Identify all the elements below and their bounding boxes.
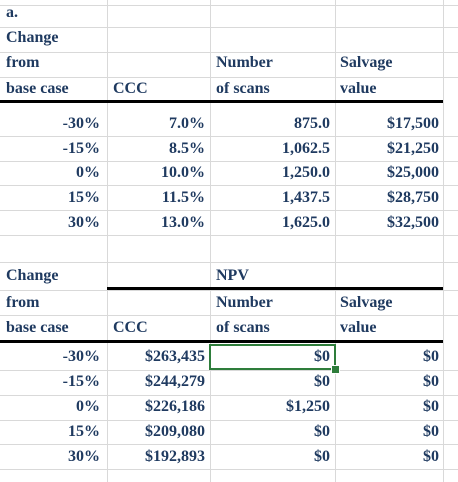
table-cell[interactable]: $0 — [423, 348, 439, 365]
table-cell[interactable]: 15% — [68, 189, 100, 206]
table-cell[interactable]: $263,435 — [145, 348, 205, 365]
row-divider — [0, 370, 458, 371]
table-cell[interactable]: 15% — [68, 423, 100, 440]
row-divider — [0, 185, 458, 186]
table-cell[interactable]: 1,625.0 — [282, 214, 330, 231]
header-number: Number — [216, 294, 273, 311]
table-cell[interactable]: $1,250 — [286, 398, 330, 415]
row-divider — [0, 210, 458, 211]
header-of-scans: of scans — [216, 319, 270, 336]
header-of-scans: of scans — [216, 80, 270, 97]
header-base-case: base case — [6, 319, 69, 336]
section-label: a. — [6, 4, 18, 21]
table-cell[interactable]: 7.0% — [169, 115, 205, 132]
column-divider — [443, 0, 444, 482]
row-divider — [0, 444, 458, 445]
table-cell[interactable]: -30% — [62, 115, 100, 132]
table-cell[interactable]: $192,893 — [145, 448, 205, 465]
table-cell[interactable]: 1,250.0 — [282, 164, 330, 181]
table-cell[interactable]: -15% — [62, 373, 100, 390]
table-cell[interactable]: 0% — [76, 164, 100, 181]
header-underline — [0, 340, 443, 343]
row-divider — [0, 262, 458, 263]
header-from: from — [6, 294, 40, 311]
row-divider — [0, 469, 458, 470]
table-cell[interactable]: 10.0% — [161, 164, 205, 181]
table-cell[interactable]: 30% — [68, 214, 100, 231]
table-cell[interactable]: 13.0% — [161, 214, 205, 231]
table-cell[interactable]: 1,437.5 — [282, 189, 330, 206]
row-divider — [0, 235, 458, 236]
table-cell[interactable]: -30% — [62, 348, 100, 365]
table-cell[interactable]: $25,000 — [387, 164, 439, 181]
table-cell[interactable]: $28,750 — [387, 189, 439, 206]
header-underline — [0, 100, 443, 103]
header-change: Change — [6, 267, 59, 284]
table-cell[interactable]: $0 — [423, 373, 439, 390]
row-divider — [0, 161, 458, 162]
header-ccc: CCC — [113, 319, 148, 336]
row-divider — [0, 395, 458, 396]
table-cell[interactable]: $0 — [314, 348, 330, 365]
header-from: from — [6, 54, 40, 71]
header-salvage: Salvage — [340, 294, 393, 311]
row-divider — [0, 52, 458, 53]
row-divider — [0, 290, 458, 291]
table-cell[interactable]: 11.5% — [161, 189, 205, 206]
header-salvage: Salvage — [340, 54, 393, 71]
table-cell[interactable]: $0 — [314, 423, 330, 440]
column-divider — [210, 0, 211, 482]
table-cell[interactable]: $209,080 — [145, 423, 205, 440]
header-change: Change — [6, 29, 59, 46]
table-cell[interactable]: 875.0 — [294, 115, 330, 132]
header-value: value — [340, 80, 377, 97]
header-value: value — [340, 319, 377, 336]
table-cell[interactable]: 1,062.5 — [282, 140, 330, 157]
table-cell[interactable]: 30% — [68, 448, 100, 465]
table-cell[interactable]: $0 — [423, 398, 439, 415]
table-cell[interactable]: $0 — [314, 373, 330, 390]
row-divider — [0, 420, 458, 421]
header-base-case: base case — [6, 80, 69, 97]
table-cell[interactable]: $21,250 — [387, 140, 439, 157]
header-number: Number — [216, 54, 273, 71]
row-divider — [0, 315, 458, 316]
table-cell[interactable]: $0 — [314, 448, 330, 465]
column-divider — [335, 0, 336, 482]
npv-label: NPV — [216, 267, 249, 284]
table-cell[interactable]: $0 — [423, 448, 439, 465]
table-cell[interactable]: 0% — [76, 398, 100, 415]
selected-cell-outline[interactable] — [209, 344, 336, 370]
row-divider — [0, 77, 458, 78]
table-cell[interactable]: $32,500 — [387, 214, 439, 231]
npv-underline — [107, 287, 443, 290]
table-cell[interactable]: $226,186 — [145, 398, 205, 415]
row-divider — [0, 136, 458, 137]
fill-handle[interactable] — [331, 365, 340, 374]
table-cell[interactable]: $17,500 — [387, 115, 439, 132]
row-divider — [0, 27, 458, 28]
table-cell[interactable]: -15% — [62, 140, 100, 157]
table-cell[interactable]: 8.5% — [169, 140, 205, 157]
table-cell[interactable]: $0 — [423, 423, 439, 440]
table-cell[interactable]: $244,279 — [145, 373, 205, 390]
row-divider — [0, 5, 458, 6]
header-ccc: CCC — [113, 80, 148, 97]
column-divider — [107, 0, 108, 482]
